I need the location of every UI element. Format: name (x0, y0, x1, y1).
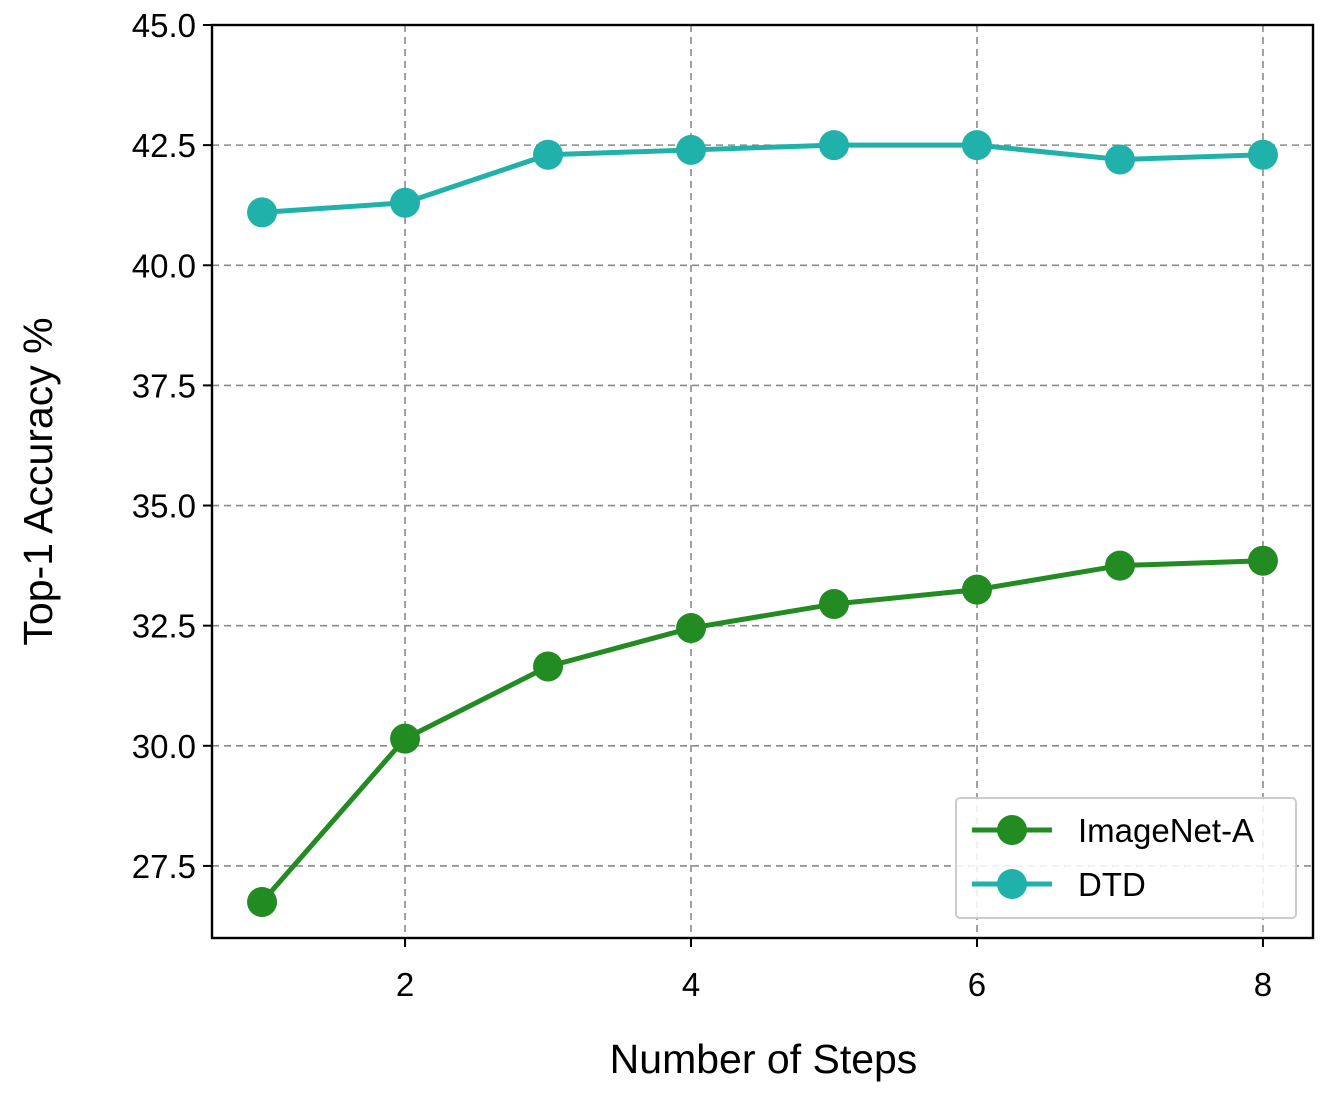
legend-entry: ImageNet-A (972, 812, 1254, 849)
x-tick-label: 2 (396, 966, 414, 1003)
data-point (818, 130, 849, 161)
data-point (1104, 550, 1135, 581)
data-point (533, 139, 564, 170)
x-axis-title: Number of Steps (610, 1036, 918, 1082)
data-point (247, 197, 278, 228)
series-line (261, 142, 1264, 215)
data-point (390, 723, 421, 754)
data-point (961, 574, 992, 605)
series-imagenet-a (247, 545, 1278, 917)
x-tick-label: 6 (968, 966, 986, 1003)
data-point (676, 613, 707, 644)
data-point (1247, 545, 1278, 576)
plot-frame (210, 23, 1315, 940)
y-tick-label: 42.5 (132, 127, 196, 164)
series-dtd (247, 130, 1278, 228)
series-line (260, 558, 1264, 904)
data-point (961, 130, 992, 161)
ticks: 2 4 6 8 27.5 30.0 32.5 35.0 37.5 40.0 42.5 45.0 (132, 7, 1272, 1003)
legend-entries: ImageNet-A DTD (972, 812, 1254, 903)
y-tick-label: 32.5 (132, 608, 196, 645)
y-axis-title: Top-1 Accuracy % (15, 317, 61, 645)
x-tick-label: 8 (1254, 966, 1272, 1003)
data-point (676, 134, 707, 165)
x-tick-label: 4 (682, 966, 700, 1003)
legend: ImageNet-A DTD (955, 797, 1297, 919)
legend-marker (997, 815, 1027, 845)
y-tick-label: 37.5 (132, 367, 196, 404)
y-tick-label: 27.5 (132, 848, 196, 885)
data-point (390, 187, 421, 218)
data-point (1104, 144, 1135, 175)
legend-marker (997, 869, 1027, 899)
y-tick-label: 30.0 (132, 728, 196, 765)
data-point (247, 886, 278, 917)
data-point (533, 651, 564, 682)
y-tick-label: 35.0 (132, 488, 196, 525)
data-point (818, 589, 849, 620)
y-tick-label: 45.0 (132, 7, 196, 44)
data-point (1247, 139, 1278, 170)
legend-label: DTD (1078, 866, 1146, 903)
series-layer (247, 130, 1278, 917)
legend-entry: DTD (972, 866, 1146, 903)
legend-label: ImageNet-A (1078, 812, 1254, 849)
y-tick-label: 40.0 (132, 247, 196, 284)
